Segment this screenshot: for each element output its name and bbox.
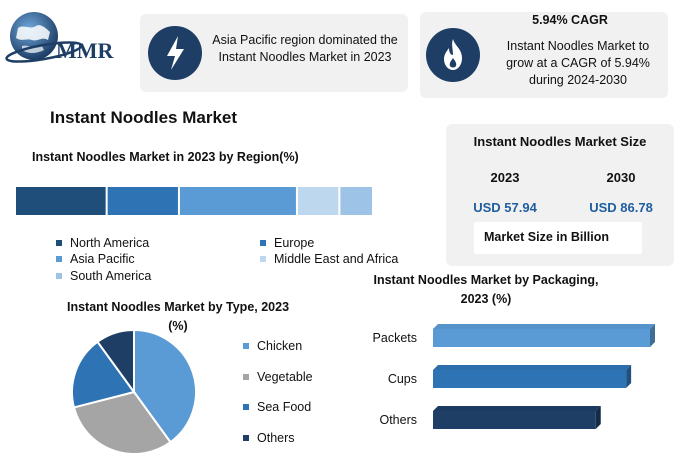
packaging-label-packets: Packets [373,331,417,345]
legend-label: Middle East and Africa [274,252,399,266]
year-2030: 2030 [606,170,636,185]
region-segment-south-america [340,187,372,215]
lightning-icon [167,36,184,70]
legend-label: Chicken [257,339,303,353]
value-2023: USD 57.94 [473,200,537,215]
highlight-card-cagr: 5.94% CAGR Instant Noodles Market to gro… [420,12,668,98]
legend-label: Vegetable [257,369,313,384]
packaging-label-cups: Cups [388,372,417,386]
type-pie-chart [71,328,197,455]
market-size-card: Instant Noodles Market Size 2023 2030 US… [446,124,674,266]
packaging-bar-cups [433,370,627,388]
highlight-card-region: Asia Pacific region dominated the Instan… [140,14,408,92]
globe-icon: MMR [5,12,115,63]
packaging-bar-others [433,411,596,429]
region-legend-item-europe: Europe [260,236,314,250]
packaging-bar-chart: Packets Cups Others [373,324,655,429]
region-segment-asia-pacific [179,187,296,215]
legend-label: Others [257,430,295,445]
lightning-icon-circle [148,26,202,80]
packaging-chart-title: Instant Noodles Market by Packaging, 202… [352,271,620,309]
legend-swatch [56,256,62,262]
type-legend-item-chicken: Chicken [243,339,302,353]
legend-label: Europe [274,236,315,250]
type-legend-item-vegetable: Vegetable [243,370,313,384]
region-legend-item-south-america: South America [56,269,151,283]
region-segment-north-america [16,187,106,215]
logo: MMR [4,6,132,70]
legend-swatch [243,343,249,349]
packaging-chart-title-line1: Instant Noodles Market by Packaging, [373,273,599,287]
region-chart-title: Instant Noodles Market in 2023 by Region… [32,150,299,164]
packaging-bar-side-packets [650,324,655,347]
market-size-title: Instant Noodles Market Size [473,134,647,149]
legend-swatch [260,256,266,262]
packaging-bar-top-cups [433,365,632,370]
legend-swatch [56,273,62,279]
packaging-bar-side-cups [626,365,632,388]
card-region-text: Asia Pacific region dominated the Instan… [212,33,398,64]
flame-icon [444,39,462,70]
region-legend-item-middle-east-and-africa: Middle East and Africa [260,252,398,266]
type-chart-title-line1: Instant Noodles Market by Type, 2023 [66,300,290,314]
type-chart-title-line2: (%) [168,319,188,333]
year-2023: 2023 [490,170,520,185]
region-segment-europe [107,187,178,215]
packaging-label-others: Others [379,413,417,427]
packaging-bar-packets [433,329,650,347]
legend-swatch [56,240,62,246]
value-2030: USD 86.78 [589,200,653,215]
pie-slice-others [96,328,135,396]
flame-icon-circle [426,28,480,82]
legend-label: North America [70,236,150,250]
region-legend-item-north-america: North America [56,236,149,250]
legend-label: South America [70,269,152,283]
market-size-unit-label: Market Size in Billion [474,222,642,254]
region-stacked-bar [16,187,372,215]
legend-swatch [243,404,249,410]
type-chart-title: Instant Noodles Market by Type, 2023 (%) [40,298,316,336]
legend-label: Sea Food [257,400,312,414]
type-legend-item-others: Others [243,431,295,445]
type-legend-item-sea-food: Sea Food [243,400,311,414]
packaging-chart-title-line2: 2023 (%) [460,292,512,306]
card-cagr-text: Instant Noodles Market to grow at a CAGR… [506,39,650,87]
legend-swatch [243,434,249,441]
region-legend-item-asia-pacific: Asia Pacific [56,252,135,266]
packaging-bar-top-packets [433,324,655,329]
page-title: Instant Noodles Market [50,108,238,127]
region-segment-middle-east-and-africa [297,187,339,215]
legend-label: Asia Pacific [70,252,135,266]
packaging-bar-top-others [433,406,601,411]
pie-slice-vegetable [72,390,172,455]
legend-swatch [243,373,249,380]
packaging-bar-side-others [595,406,601,429]
pie-slice-sea-food [71,340,136,409]
legend-swatch [260,240,266,246]
pie-slice-chicken [133,328,197,444]
logo-text: MMR [56,38,115,63]
cagr-heading: 5.94% CAGR [532,13,608,27]
